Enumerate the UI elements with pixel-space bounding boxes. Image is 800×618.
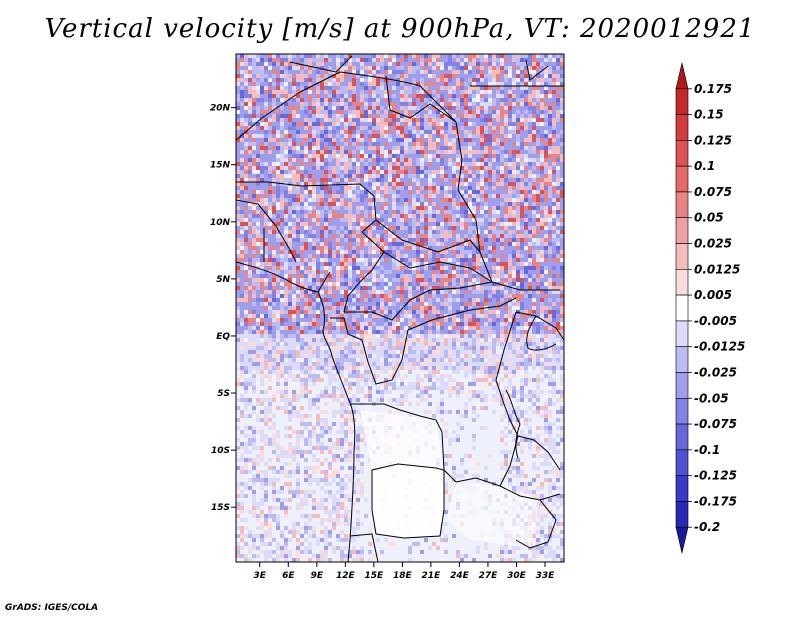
lon-tick-label: 9E <box>311 571 324 581</box>
lon-tick-label: 12E <box>336 571 356 581</box>
colorbar-segment <box>675 140 689 167</box>
colorbar-segment <box>675 449 689 476</box>
colorbar-segment <box>675 88 689 115</box>
lon-tick-label: 21E <box>422 571 442 581</box>
colorbar-label: -0.005 <box>694 314 737 328</box>
colorbar-label: 0.125 <box>694 133 732 147</box>
lon-tick-label: 15E <box>365 571 385 581</box>
colorbar-label: 0.075 <box>694 185 732 199</box>
colorbar-label: 0.0125 <box>694 262 740 276</box>
colorbar-segment <box>675 423 689 451</box>
colorbar-segment <box>675 269 689 296</box>
lon-tick-label: 6E <box>282 571 295 581</box>
colorbar-label: -0.075 <box>694 417 737 431</box>
colorbar-segment <box>675 114 689 141</box>
lat-tick-label: 15N <box>210 161 231 171</box>
colorbar: 0.175 0.15 0.125 0.1 0.075 0.05 0.025 0.0125 0.0… <box>675 62 745 554</box>
colorbar-label: -0.175 <box>694 494 737 508</box>
lat-tick-label: 10S <box>211 446 230 456</box>
lat-tick-label: EQ <box>216 332 230 342</box>
colorbar-label: -0.025 <box>694 365 737 379</box>
colorbar-label: -0.125 <box>694 469 737 483</box>
colorbar-label: 0.005 <box>694 288 732 302</box>
velocity-field <box>236 54 564 562</box>
colorbar-segment <box>675 501 689 528</box>
colorbar-label: -0.05 <box>694 391 729 405</box>
lat-tick-label: 5N <box>216 275 230 285</box>
latitude-axis: 20N 15N 10N 5N EQ 5S 10S 15S <box>210 104 236 513</box>
colorbar-label: 0.05 <box>694 211 724 225</box>
lon-tick-label: 18E <box>393 571 413 581</box>
colorbar-segment <box>675 191 689 219</box>
colorbar-segment <box>675 397 689 425</box>
colorbar-label: -0.0125 <box>694 340 745 354</box>
country-borders <box>236 55 564 562</box>
colorbar-label: -0.1 <box>694 443 720 457</box>
colorbar-segment <box>675 165 689 193</box>
lon-tick-label: 24E <box>450 571 470 581</box>
colorbar-segment <box>675 475 689 502</box>
colorbar-label: -0.2 <box>694 520 720 534</box>
colorbar-segment <box>675 294 689 322</box>
grads-credit: GrADS: IGES/COLA <box>5 603 99 613</box>
colorbar-segment <box>675 320 689 347</box>
colorbar-segment <box>675 526 689 554</box>
lon-tick-label: 30E <box>507 571 527 581</box>
colorbar-label: 0.175 <box>694 82 732 96</box>
longitude-axis: 3E 6E 9E 12E 15E 18E 21E 24E 27E 30E 33E <box>254 562 556 581</box>
lat-tick-label: 5S <box>217 389 230 399</box>
colorbar-label: 0.025 <box>694 237 732 251</box>
map-frame <box>235 53 565 563</box>
colorbar-segment <box>675 372 689 399</box>
colorbar-segment <box>675 217 689 244</box>
lon-tick-label: 3E <box>254 571 267 581</box>
lon-tick-label: 33E <box>536 571 556 581</box>
chart-title: Vertical velocity [m/s] at 900hPa, VT: 2… <box>44 14 756 44</box>
colorbar-segment <box>675 62 689 90</box>
colorbar-label: 0.1 <box>694 159 715 173</box>
colorbar-segment <box>675 346 689 373</box>
lon-tick-label: 27E <box>479 571 499 581</box>
lat-tick-label: 10N <box>210 218 231 228</box>
colorbar-label: 0.15 <box>694 108 724 122</box>
lat-tick-label: 15S <box>211 503 230 513</box>
lat-tick-label: 20N <box>210 104 231 114</box>
colorbar-segment <box>675 243 689 270</box>
